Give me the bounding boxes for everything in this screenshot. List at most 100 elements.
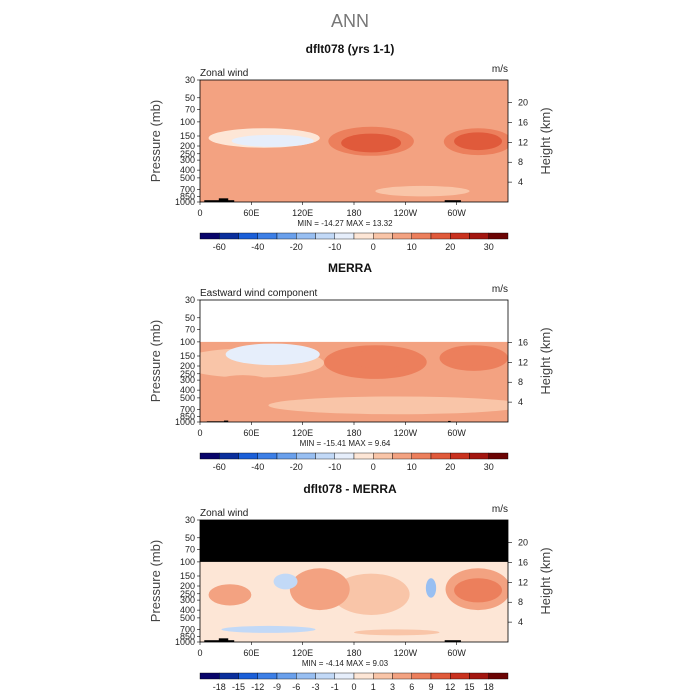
colorbar-swatch	[450, 452, 470, 460]
colorbar-swatch	[238, 452, 258, 460]
panel-title: dflt078 - MERRA	[303, 482, 397, 496]
colorbar-swatch	[469, 452, 489, 460]
colorbar-swatch	[430, 452, 451, 460]
units-label: m/s	[492, 504, 508, 515]
y-axis-label: Pressure (mb)	[148, 100, 163, 182]
pressure-tick-label: 50	[185, 313, 195, 323]
colorbar-label: -1	[331, 682, 339, 692]
pressure-tick-label: 700	[180, 185, 195, 195]
colorbar-swatch	[488, 452, 509, 460]
colorbar-swatch	[315, 232, 335, 240]
colorbar-swatch	[219, 452, 239, 460]
colorbar-label: 30	[484, 242, 494, 252]
colorbar-swatch	[199, 672, 220, 680]
pressure-tick-label: 30	[185, 75, 195, 85]
y-axis-label-right: Height (km)	[538, 547, 553, 614]
contour-blob	[332, 573, 410, 615]
colorbar-label: -12	[251, 682, 264, 692]
colorbar-label: -40	[251, 242, 264, 252]
contour-field	[200, 520, 508, 642]
pressure-tick-label: 200	[180, 361, 195, 371]
panel-title: MERRA	[328, 261, 372, 275]
min-max-text: MIN = -15.41 MAX = 9.64	[300, 439, 391, 448]
colorbar-swatch	[392, 452, 412, 460]
panels: dflt078 (yrs 1-1)Zonal wind m/s3050701001…	[148, 42, 553, 692]
pressure-tick-label: 250	[180, 149, 195, 159]
height-tick-label: 8	[518, 377, 523, 387]
height-tick-label: 8	[518, 597, 523, 607]
pressure-tick-label: 700	[180, 625, 195, 635]
colorbar: -60 -40 -20 -10 0 10 20 30	[199, 232, 509, 252]
colorbar-swatch	[334, 672, 355, 680]
height-tick-label: 20	[518, 538, 528, 548]
contour-blob	[268, 396, 508, 415]
colorbar-swatch	[219, 672, 239, 680]
colorbar-swatch	[315, 452, 335, 460]
colorbar-label: 20	[445, 242, 455, 252]
contour-blob	[289, 568, 350, 611]
panel-model: dflt078 (yrs 1-1)Zonal wind m/s3050701001…	[148, 42, 553, 252]
colorbar-label: 10	[407, 242, 417, 252]
colorbar-swatch	[450, 672, 470, 680]
colorbar-label: -40	[251, 462, 264, 472]
pressure-tick-label: 100	[180, 117, 195, 127]
pressure-tick-label: 30	[185, 515, 195, 525]
units-label: m/s	[492, 64, 508, 75]
pressure-tick-label: 500	[180, 173, 195, 183]
colorbar-swatch	[257, 232, 278, 240]
colorbar-swatch	[238, 232, 258, 240]
pressure-tick-label: 500	[180, 613, 195, 623]
colorbar-swatch	[296, 232, 316, 240]
colorbar-label: 20	[445, 462, 455, 472]
pressure-tick-label: 850	[180, 631, 195, 641]
pressure-tick-label: 400	[180, 605, 195, 615]
colorbar-swatch	[411, 452, 432, 460]
lon-tick-label: 60W	[447, 208, 466, 218]
colorbar-swatch	[219, 232, 239, 240]
contour-blob	[354, 629, 440, 636]
pressure-tick-label: 300	[180, 595, 195, 605]
pressure-tick-label: 100	[180, 557, 195, 567]
height-tick-label: 12	[518, 357, 528, 367]
lon-tick-label: 60E	[243, 648, 259, 658]
contour-blob	[225, 343, 320, 366]
lon-tick-label: 120E	[292, 428, 313, 438]
colorbar-swatch	[373, 232, 393, 240]
contour-blob	[425, 578, 437, 598]
colorbar-swatch	[296, 452, 316, 460]
colorbar-swatch	[392, 672, 412, 680]
lon-tick-label: 180	[346, 648, 361, 658]
contour-field	[200, 300, 508, 422]
height-tick-label: 12	[518, 137, 528, 147]
min-max-text: MIN = -4.14 MAX = 9.03	[302, 659, 389, 668]
pressure-tick-label: 50	[185, 533, 195, 543]
pressure-tick-label: 150	[180, 571, 195, 581]
pressure-tick-label: 50	[185, 93, 195, 103]
topography	[444, 200, 461, 202]
y-axis-label: Pressure (mb)	[148, 320, 163, 402]
topography	[218, 198, 229, 202]
variable-label: Zonal wind	[200, 508, 248, 519]
colorbar-swatch	[276, 452, 297, 460]
colorbar-swatch	[257, 672, 278, 680]
colorbar-swatch	[353, 672, 374, 680]
contour-blob	[221, 625, 316, 633]
colorbar-label: -20	[290, 462, 303, 472]
colorbar-label: -9	[273, 682, 281, 692]
lon-tick-label: 120W	[394, 648, 418, 658]
colorbar-label: 3	[390, 682, 395, 692]
colorbar-swatch	[315, 672, 335, 680]
pressure-tick-label: 250	[180, 369, 195, 379]
colorbar-label: -6	[292, 682, 300, 692]
pressure-tick-label: 200	[180, 141, 195, 151]
height-tick-label: 16	[518, 117, 528, 127]
colorbar-swatch	[334, 452, 355, 460]
pressure-tick-label: 70	[185, 104, 195, 114]
colorbar-label: 12	[445, 682, 455, 692]
colorbar-label: 18	[484, 682, 494, 692]
colorbar-swatch	[488, 232, 509, 240]
colorbar-swatch	[257, 452, 278, 460]
colorbar-label: 0	[371, 462, 376, 472]
colorbar-swatch	[411, 672, 432, 680]
